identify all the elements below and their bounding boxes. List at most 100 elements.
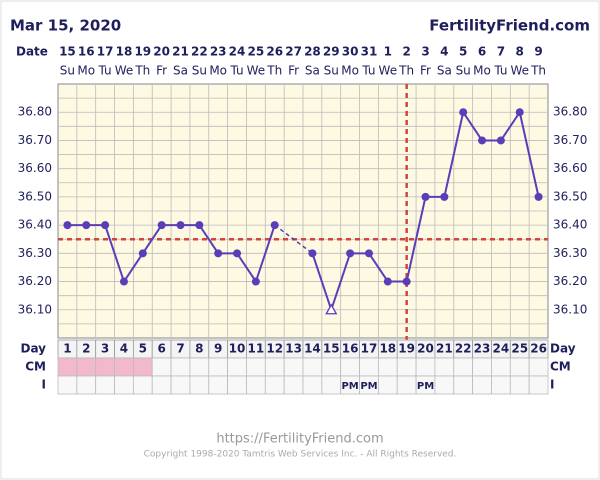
weekday-label: Tu (361, 64, 375, 78)
copyright: Copyright 1998-2020 Tamtris Web Services… (144, 450, 457, 460)
y-tick-label-right: 36.50 (553, 189, 587, 203)
row-label-right: I (550, 378, 554, 392)
cm-cell (76, 357, 97, 377)
cm-cell (95, 357, 115, 377)
weekday-label: Sa (305, 64, 320, 78)
date-label: 9 (534, 45, 542, 59)
weekday-label: Fr (420, 64, 431, 78)
day-number: 2 (82, 342, 90, 356)
weekday-label: We (115, 64, 134, 78)
y-tick-label: 36.70 (18, 133, 52, 147)
cm-cell (340, 357, 360, 377)
cm-cell (434, 357, 455, 377)
y-tick-label: 36.30 (18, 246, 52, 260)
i-cell (396, 375, 417, 395)
temp-point (270, 221, 279, 230)
gap-connector (274, 224, 313, 254)
i-cell (95, 375, 115, 395)
i-cell (227, 375, 247, 395)
y-tick-label-right: 36.60 (553, 161, 587, 175)
weekday-label: Mo (209, 64, 227, 78)
day-number: 5 (139, 342, 147, 356)
weekday-label: Mo (77, 64, 95, 78)
temp-point (233, 249, 242, 258)
i-entry: PM (360, 381, 377, 392)
i-cell (377, 375, 398, 395)
weekday-label: Su (192, 64, 207, 78)
temp-point (308, 249, 317, 258)
i-cell (321, 375, 342, 395)
weekday-label: Th (398, 64, 414, 78)
day-number: 20 (417, 342, 434, 356)
i-cell (453, 375, 474, 395)
temp-point (364, 249, 373, 258)
cm-cell (208, 357, 229, 377)
site-name: FertilityFriend.com (429, 17, 590, 35)
date-label: 7 (497, 45, 505, 59)
weekday-label: Sa (437, 64, 452, 78)
cm-cell (264, 357, 285, 377)
temp-point (195, 221, 204, 230)
temp-point (459, 108, 468, 117)
weekday-label: Sa (173, 64, 188, 78)
day-number: 25 (511, 342, 528, 356)
i-cell (283, 375, 304, 395)
cm-cell (189, 357, 210, 377)
cm-cell (227, 357, 247, 377)
temp-point (119, 277, 128, 286)
y-tick-label-right: 36.30 (553, 246, 587, 260)
date-label: 21 (172, 45, 189, 59)
day-number: 10 (229, 342, 246, 356)
day-number: 14 (304, 342, 321, 356)
y-tick-label: 36.10 (18, 302, 52, 316)
cm-cell (509, 357, 530, 377)
date-label: 20 (153, 45, 170, 59)
i-cell (76, 375, 97, 395)
i-cell (509, 375, 530, 395)
temp-point (346, 249, 355, 258)
date-label: 18 (116, 45, 133, 59)
temp-point (534, 192, 543, 201)
date-label: 28 (304, 45, 321, 59)
y-tick-label: 36.20 (18, 274, 52, 288)
y-tick-label-right: 36.10 (553, 302, 587, 316)
y-tick-label: 36.80 (18, 105, 52, 119)
date-label: 24 (229, 45, 246, 59)
day-number: 11 (248, 342, 265, 356)
day-number: 23 (474, 342, 491, 356)
weekday-label: We (510, 64, 529, 78)
discarded-point (325, 303, 338, 315)
cm-cell (151, 357, 172, 377)
temp-point (421, 192, 430, 201)
day-number: 4 (120, 342, 128, 356)
cm-cell (359, 357, 379, 377)
weekday-label: Mo (473, 64, 491, 78)
day-number: 9 (214, 342, 222, 356)
date-label: 5 (459, 45, 467, 59)
i-cell (528, 375, 549, 395)
date-label: 30 (342, 45, 359, 59)
weekday-label: We (379, 64, 398, 78)
temp-point (478, 136, 487, 145)
temp-point (138, 249, 147, 258)
weekday-label: Su (60, 64, 75, 78)
date-label: 1 (384, 45, 392, 59)
day-number: 17 (361, 342, 378, 356)
day-number: 7 (176, 342, 184, 356)
cm-cell (57, 357, 78, 377)
cm-cell (302, 357, 323, 377)
date-label: Date (16, 45, 48, 59)
day-number: 12 (266, 342, 283, 356)
y-tick-label: 36.60 (18, 161, 52, 175)
footer-url: https://FertilityFriend.com (216, 432, 383, 447)
i-cell (264, 375, 285, 395)
i-cell (151, 375, 172, 395)
date-label: 8 (516, 45, 524, 59)
day-number: 22 (455, 342, 472, 356)
cm-cell (114, 357, 134, 377)
temp-point (176, 221, 185, 230)
temp-point (214, 249, 223, 258)
day-number: 18 (379, 342, 396, 356)
day-number: 15 (323, 342, 340, 356)
